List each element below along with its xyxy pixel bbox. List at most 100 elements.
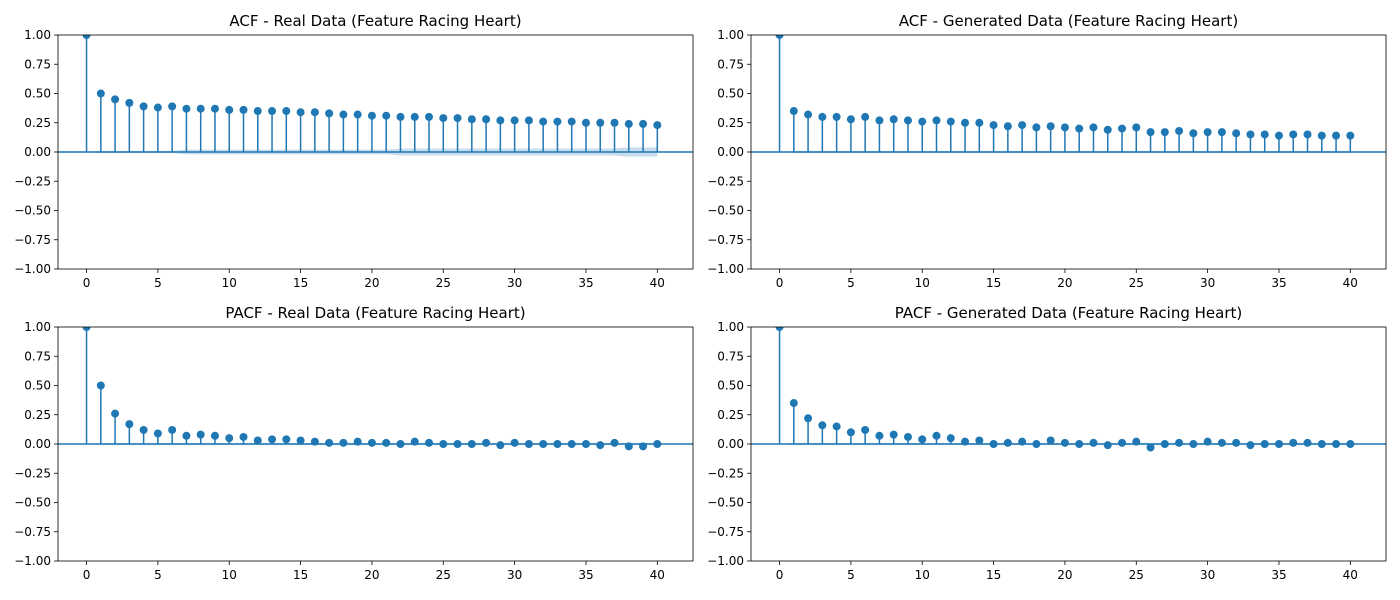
x-tick-label: 5	[847, 568, 855, 582]
stem-marker	[282, 435, 291, 444]
chart-title: PACF - Generated Data (Feature Racing He…	[895, 304, 1242, 322]
stem-marker	[581, 118, 590, 127]
stem-marker	[946, 117, 955, 126]
stem-marker	[1046, 436, 1055, 445]
stem-marker	[875, 116, 884, 125]
x-tick-label: 35	[1271, 568, 1286, 582]
stem-marker	[239, 432, 248, 441]
x-tick-label: 30	[1200, 568, 1215, 582]
stem-marker	[1018, 437, 1027, 446]
stem-marker	[1260, 130, 1269, 139]
stem-marker	[396, 440, 405, 448]
chart-title: ACF - Generated Data (Feature Racing Hea…	[899, 12, 1238, 30]
y-tick-label: 0.00	[717, 437, 744, 451]
y-tick-label: 0.50	[24, 87, 51, 101]
stem-marker	[524, 440, 533, 448]
stem-marker	[253, 107, 262, 116]
stem-marker	[482, 438, 491, 447]
x-tick-label: 30	[1200, 276, 1215, 290]
stem-marker	[1132, 437, 1141, 446]
y-tick-label: 0.75	[717, 57, 744, 71]
stem-marker	[639, 442, 648, 451]
stem-marker	[296, 108, 305, 117]
x-tick-label: 20	[364, 276, 379, 290]
stem-marker	[225, 434, 234, 443]
y-tick-label: −0.75	[707, 233, 744, 247]
x-tick-label: 0	[83, 568, 91, 582]
stem-marker	[539, 117, 548, 126]
x-tick-label: 0	[776, 568, 784, 582]
y-tick-label: −1.00	[707, 554, 744, 568]
stem-marker	[439, 114, 448, 123]
y-tick-label: 1.00	[24, 28, 51, 42]
stem-marker	[789, 107, 798, 116]
stem-marker	[875, 431, 884, 440]
stem-marker	[182, 104, 191, 113]
stem-marker	[653, 440, 662, 448]
stem-marker	[1132, 123, 1141, 132]
stem-marker	[111, 95, 120, 104]
stem-marker	[653, 121, 662, 130]
stem-marker	[339, 110, 348, 119]
stem-marker	[1118, 438, 1127, 447]
stem-marker	[1060, 123, 1069, 132]
stem-marker	[139, 425, 148, 434]
chart-title: PACF - Real Data (Feature Racing Heart)	[225, 304, 525, 322]
y-tick-label: −0.25	[707, 466, 744, 480]
stem-marker	[168, 425, 177, 434]
stem-marker	[1103, 441, 1112, 450]
y-tick-label: 0.75	[717, 349, 744, 363]
stem-marker	[918, 435, 927, 444]
stem-marker	[1160, 440, 1169, 448]
stem-marker	[168, 102, 177, 111]
stem-marker	[818, 421, 827, 430]
stem-marker	[932, 116, 941, 125]
stem-marker	[1303, 130, 1312, 139]
stem-marker	[553, 117, 562, 126]
stem-marker	[268, 107, 277, 116]
stem-marker	[210, 104, 219, 113]
stem-marker	[1146, 443, 1155, 452]
stem-marker	[310, 437, 319, 446]
stem-marker	[989, 440, 998, 448]
stem-marker	[1203, 128, 1212, 137]
y-tick-label: 0.50	[717, 379, 744, 393]
y-tick-label: −0.25	[707, 174, 744, 188]
y-tick-label: 0.00	[717, 145, 744, 159]
y-tick-label: 0.75	[24, 349, 51, 363]
x-tick-label: 30	[507, 276, 522, 290]
stem-marker	[382, 438, 391, 447]
x-tick-label: 10	[222, 568, 237, 582]
x-tick-label: 5	[847, 276, 855, 290]
stem-marker	[1146, 128, 1155, 137]
x-tick-label: 40	[1343, 276, 1358, 290]
stem-marker	[1203, 437, 1212, 446]
stem-marker	[510, 116, 519, 125]
stem-marker	[1217, 438, 1226, 447]
stem-marker	[961, 118, 970, 127]
stem-marker	[125, 98, 134, 107]
stem-marker	[1260, 440, 1269, 448]
stem-marker	[861, 425, 870, 434]
stem-marker	[1317, 131, 1326, 140]
stem-marker	[1075, 440, 1084, 448]
plot-area	[58, 35, 693, 157]
stem-marker	[1332, 131, 1341, 140]
stem-marker	[804, 110, 813, 119]
stem-marker	[1303, 438, 1312, 447]
stem-marker	[396, 112, 405, 121]
stem-marker	[1346, 440, 1355, 448]
y-tick-label: −1.00	[14, 262, 51, 276]
stem-marker	[1189, 129, 1198, 138]
stem-marker	[1232, 438, 1241, 447]
stem-marker	[610, 118, 619, 127]
stem-marker	[610, 438, 619, 447]
stem-marker	[1346, 131, 1355, 140]
stem-marker	[1103, 125, 1112, 134]
y-tick-label: 0.25	[24, 116, 51, 130]
stem-marker	[1289, 130, 1298, 139]
stem-marker	[567, 117, 576, 126]
stem-marker	[989, 121, 998, 130]
